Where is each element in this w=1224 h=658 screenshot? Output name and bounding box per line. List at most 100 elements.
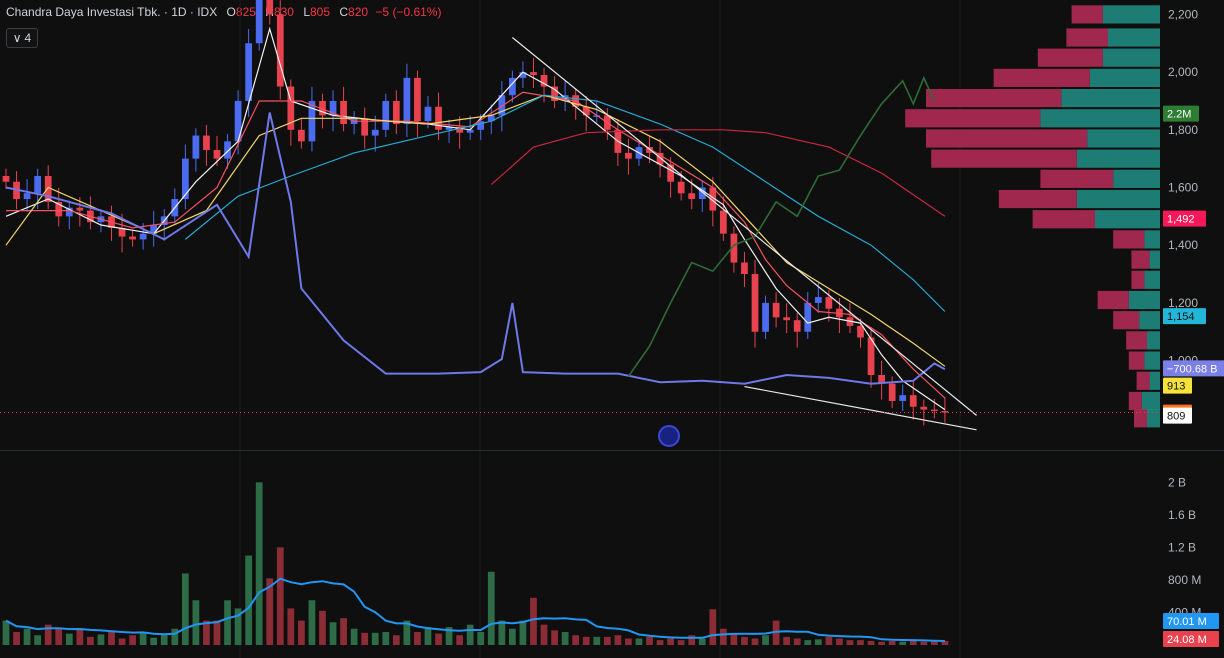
profile-down-bar xyxy=(1126,331,1147,350)
volume-bar xyxy=(688,635,696,645)
low-label: L xyxy=(303,5,310,19)
candle-body xyxy=(287,86,295,130)
price-tag-label: 1,492 xyxy=(1167,214,1195,226)
price-tag: −700.68 B xyxy=(1163,360,1224,377)
candle-body xyxy=(487,115,495,122)
price-tag-label: 809 xyxy=(1167,411,1185,423)
symbol-title[interactable]: Chandra Daya Investasi Tbk. · 1D · IDX xyxy=(6,5,218,19)
candle-body xyxy=(203,135,210,150)
volume-bar xyxy=(392,635,400,645)
volume-bar xyxy=(44,624,52,645)
volume-bar xyxy=(171,628,179,645)
volume-bar xyxy=(13,631,20,645)
profile-up-bar xyxy=(1102,48,1160,67)
volume-bar xyxy=(572,635,580,645)
candle-body xyxy=(382,100,390,130)
price-tag: 809 xyxy=(1163,407,1192,424)
candle-body xyxy=(245,43,253,101)
volume-bar xyxy=(667,638,674,645)
profile-down-bar xyxy=(998,189,1077,209)
volume-bar xyxy=(414,631,421,645)
volume-bar xyxy=(909,640,917,645)
candle-body xyxy=(814,297,822,303)
candle-body xyxy=(930,409,938,412)
volume-bar xyxy=(371,632,379,645)
volume-bar xyxy=(65,633,73,645)
volume-bar xyxy=(793,638,801,645)
price-axis: 2,2002,0001,8001,6001,4001,2001,0002.2M1… xyxy=(1163,7,1224,424)
profile-down-bar xyxy=(1066,28,1108,47)
profile-up-bar xyxy=(1147,331,1160,350)
candle-body xyxy=(392,100,400,125)
volume-bar xyxy=(213,620,221,645)
volume-bar xyxy=(139,632,147,645)
volume-bar xyxy=(551,630,558,645)
volume-bar xyxy=(181,573,189,645)
candle-body xyxy=(34,175,42,194)
volume-bar xyxy=(878,641,885,645)
candle-body xyxy=(340,100,347,125)
profile-up-bar xyxy=(1040,109,1160,128)
profile-down-bar xyxy=(1131,250,1150,269)
candle-body xyxy=(224,141,231,159)
candle-body xyxy=(181,158,189,200)
volume-bar xyxy=(255,482,263,645)
volume-bar xyxy=(867,640,875,645)
candle-body xyxy=(793,320,801,332)
profile-down-bar xyxy=(1136,371,1150,390)
volume-bar xyxy=(319,610,326,645)
volume-bar xyxy=(836,638,843,645)
price-tick-label: 1,200 xyxy=(1168,296,1198,310)
volume-bar xyxy=(55,628,63,645)
volume-bar xyxy=(709,609,717,645)
profile-up-bar xyxy=(1095,210,1160,229)
profile-up-bar xyxy=(1061,88,1160,108)
moving-average-line xyxy=(6,91,946,399)
profile-up-bar xyxy=(1141,391,1160,411)
candle-body xyxy=(772,302,780,318)
volume-tick-label: 1.6 B xyxy=(1168,508,1196,522)
price-tag-bg xyxy=(1163,308,1206,325)
volume-bar xyxy=(825,636,833,645)
profile-up-bar xyxy=(1128,290,1160,310)
candle-body xyxy=(23,193,31,200)
candle-body xyxy=(129,236,136,240)
volume-bar xyxy=(519,620,527,645)
indicator-count: 4 xyxy=(24,31,32,45)
candle-body xyxy=(519,72,527,78)
volume-profile xyxy=(905,5,1160,428)
price-tag: 1,154 xyxy=(1163,308,1206,325)
volume-bar xyxy=(192,600,200,645)
price-tick-label: 1,400 xyxy=(1168,238,1198,252)
profile-down-bar xyxy=(1032,210,1095,229)
price-tag-bg xyxy=(1163,377,1192,394)
volume-tag-label: 70.01 M xyxy=(1167,616,1207,628)
volume-bar xyxy=(593,636,601,645)
volume-bar xyxy=(424,627,432,645)
close-value: 820 xyxy=(348,5,369,19)
profile-down-bar xyxy=(1113,311,1140,330)
profile-down-bar xyxy=(926,129,1088,148)
profile-up-bar xyxy=(1102,5,1160,24)
chevron-down-icon: ∨ xyxy=(12,31,22,45)
profile-down-bar xyxy=(1134,409,1147,428)
profile-up-bar xyxy=(1087,129,1160,148)
candle-body xyxy=(213,150,221,159)
volume-bar xyxy=(730,633,738,645)
volume-tag: 70.01 M xyxy=(1163,613,1219,629)
price-tag-bg xyxy=(1163,210,1206,227)
profile-up-bar xyxy=(1139,311,1160,330)
candle-body xyxy=(804,302,812,332)
candle-body xyxy=(508,77,516,96)
candle-body xyxy=(783,317,791,321)
price-tag-bg xyxy=(1163,360,1224,377)
volume-bar xyxy=(540,624,548,645)
profile-down-bar xyxy=(905,109,1041,128)
volume-bars xyxy=(2,482,949,645)
candle-body xyxy=(730,233,738,263)
candle-body xyxy=(55,201,63,217)
volume-bar xyxy=(276,547,284,645)
indicators-toggle-button[interactable]: ∨ 4 xyxy=(6,28,38,48)
overlay-blue-line xyxy=(5,112,946,385)
